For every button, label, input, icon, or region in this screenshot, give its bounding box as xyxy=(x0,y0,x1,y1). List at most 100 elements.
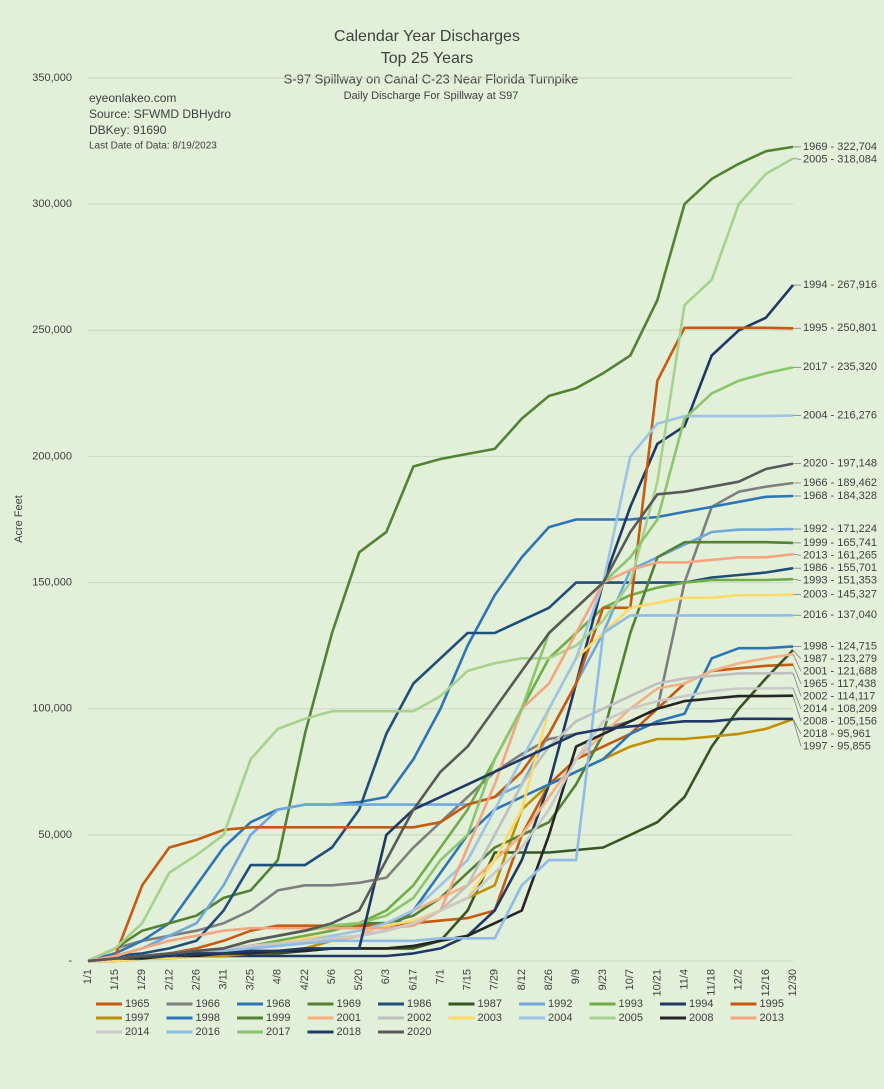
chart-subtitle: S-97 Spillway on Canal C-23 Near Florida… xyxy=(284,71,579,86)
leader-line xyxy=(792,649,802,660)
legend-label: 1995 xyxy=(760,998,784,1010)
legend-label: 2020 xyxy=(407,1026,431,1038)
y-tick-label: 200,000 xyxy=(32,450,72,462)
annotation: Source: SFWMD DBHydro xyxy=(89,107,231,121)
legend-label: 2013 xyxy=(760,1012,784,1024)
end-label: 1992 - 171,224 xyxy=(803,523,877,535)
legend-label: 1968 xyxy=(266,998,290,1010)
series-line xyxy=(87,326,794,963)
end-label: 2018 - 95,961 xyxy=(803,728,871,740)
end-label: 1986 - 155,701 xyxy=(803,562,877,574)
end-label: 1968 - 184,328 xyxy=(803,490,877,502)
legend-label: 2002 xyxy=(407,1012,431,1024)
legend-label: 1997 xyxy=(125,1012,149,1024)
end-label: 2020 - 197,148 xyxy=(803,458,877,470)
legend-label: 1994 xyxy=(689,998,713,1010)
end-label: 1995 - 250,801 xyxy=(803,322,877,334)
leader-line xyxy=(792,664,802,685)
legend-label: 1993 xyxy=(619,998,643,1010)
legend-label: 1999 xyxy=(266,1012,290,1024)
end-label: 2016 - 137,040 xyxy=(803,609,877,621)
leader-line xyxy=(792,653,802,672)
x-tick-label: 11/18 xyxy=(706,969,718,996)
end-label: 1987 - 123,279 xyxy=(803,653,877,665)
series-line xyxy=(87,145,794,963)
x-tick-label: 7/29 xyxy=(489,969,501,990)
end-label: 1966 - 189,462 xyxy=(803,477,877,489)
y-axis-label: Acre Feet xyxy=(13,495,25,543)
end-label: 1999 - 165,741 xyxy=(803,537,877,549)
chart-subtitle: Top 25 Years xyxy=(381,50,474,67)
x-tick-label: 9/9 xyxy=(570,969,582,984)
leader-line xyxy=(792,719,802,747)
x-tick-label: 1/15 xyxy=(109,969,121,990)
x-tick-label: 10/7 xyxy=(624,969,636,990)
legend-label: 2001 xyxy=(337,1012,361,1024)
legend-label: 1966 xyxy=(196,998,220,1010)
series-line xyxy=(87,717,794,963)
end-label: 1969 - 322,704 xyxy=(803,141,877,153)
x-tick-label: 3/11 xyxy=(217,969,229,990)
x-tick-label: 11/4 xyxy=(678,969,690,990)
legend-label: 1986 xyxy=(407,998,431,1010)
x-tick-label: 6/3 xyxy=(380,969,392,984)
x-tick-label: 2/12 xyxy=(163,969,175,990)
series-line xyxy=(87,366,794,963)
x-tick-label: 10/21 xyxy=(651,969,663,997)
x-tick-label: 6/17 xyxy=(407,969,419,990)
x-tick-label: 5/20 xyxy=(353,969,365,990)
x-tick-label: 2/26 xyxy=(190,969,202,990)
x-tick-label: 8/12 xyxy=(516,969,528,990)
legend-label: 2004 xyxy=(548,1012,572,1024)
end-label: 2017 - 235,320 xyxy=(803,361,877,373)
x-tick-label: 7/1 xyxy=(434,969,446,984)
annotation: Last Date of Data: 8/19/2023 xyxy=(89,141,217,152)
x-tick-label: 5/6 xyxy=(326,969,338,984)
x-tick-label: 7/15 xyxy=(462,969,474,990)
chart-title: Calendar Year Discharges xyxy=(334,28,520,45)
series-line xyxy=(87,663,794,963)
y-tick-label: 300,000 xyxy=(32,198,72,210)
end-label: 1994 - 267,916 xyxy=(803,279,877,291)
series-line xyxy=(87,566,794,963)
series-line xyxy=(87,694,794,963)
x-tick-label: 4/22 xyxy=(299,969,311,990)
end-label: 1998 - 124,715 xyxy=(803,640,877,652)
y-tick-label: 350,000 xyxy=(32,72,72,84)
legend-label: 1998 xyxy=(196,1012,220,1024)
y-tick-label: 250,000 xyxy=(32,324,72,336)
end-label: 2003 - 145,327 xyxy=(803,588,877,600)
y-tick-label: 100,000 xyxy=(32,703,72,715)
legend-label: 1992 xyxy=(548,998,572,1010)
chart-subtitle: Daily Discharge For Spillway at S97 xyxy=(344,90,519,102)
x-tick-label: 12/30 xyxy=(787,969,799,997)
end-label: 2001 - 121,688 xyxy=(803,665,877,677)
leader-line xyxy=(792,672,802,697)
legend-label: 2003 xyxy=(478,1012,502,1024)
x-tick-label: 1/1 xyxy=(82,969,94,984)
series-line xyxy=(87,494,794,963)
end-label: 2008 - 105,156 xyxy=(803,715,877,727)
end-label: 1965 - 117,438 xyxy=(803,678,876,690)
leader-line xyxy=(792,695,802,722)
end-label: 2014 - 108,209 xyxy=(803,703,877,715)
legend-label: 1969 xyxy=(337,998,361,1010)
legend-label: 2008 xyxy=(689,1012,713,1024)
x-tick-label: 8/26 xyxy=(543,969,555,990)
leader-line xyxy=(792,578,802,582)
leader-line xyxy=(792,158,802,160)
y-tick-label: 150,000 xyxy=(32,576,72,588)
legend-label: 2018 xyxy=(337,1026,361,1038)
x-tick-label: 1/29 xyxy=(136,969,148,990)
series-line xyxy=(87,462,794,963)
series-line xyxy=(87,527,794,963)
leader-line xyxy=(792,553,802,556)
end-label: 2004 - 216,276 xyxy=(803,409,877,421)
legend-label: 1965 xyxy=(125,998,149,1010)
series-line xyxy=(87,414,794,963)
legend-label: 1987 xyxy=(478,998,502,1010)
legend-label: 2017 xyxy=(266,1026,290,1038)
end-label: 1993 - 151,353 xyxy=(803,575,877,587)
legend-label: 2014 xyxy=(125,1026,149,1038)
